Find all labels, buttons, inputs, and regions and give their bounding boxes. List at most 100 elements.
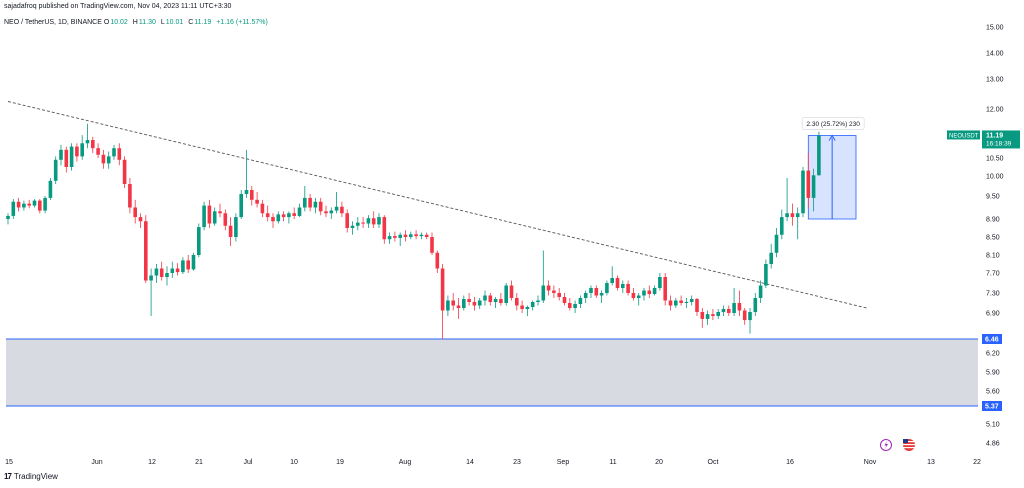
flag-stripe	[903, 441, 915, 443]
candle-body	[329, 210, 334, 214]
candle-body	[817, 135, 821, 176]
price-tick-label: 10.00	[986, 174, 1004, 181]
candle-body	[382, 217, 387, 240]
candle-body	[101, 154, 106, 164]
candle-body	[85, 140, 90, 144]
ohlc-close-label: C	[188, 19, 194, 26]
candle-body	[568, 303, 572, 308]
candle-body	[700, 312, 705, 319]
price-change: +1.16 (+11.57%)	[216, 19, 268, 26]
candle-body	[520, 305, 524, 309]
candle-body	[218, 211, 222, 214]
last-price-value: 11.19	[986, 132, 1003, 139]
candle-body	[414, 234, 418, 237]
flag-stripe	[903, 447, 915, 449]
candle-body	[732, 303, 736, 313]
candle-body	[440, 268, 445, 311]
candle-body	[477, 300, 482, 306]
candle-body	[159, 268, 164, 277]
measure-arrow-head-icon	[828, 134, 836, 141]
candle-body	[605, 283, 609, 293]
last-price-badge	[982, 130, 1020, 149]
candle-body	[424, 234, 429, 237]
time-tick-label: Sep	[557, 459, 570, 466]
candle-body	[324, 211, 328, 214]
candle-body	[197, 227, 201, 255]
candle-body	[515, 298, 519, 306]
candle-body	[43, 197, 47, 211]
time-tick-label: Aug	[399, 459, 412, 466]
candle-body	[456, 305, 461, 308]
candle-body	[525, 307, 530, 309]
candle-body	[149, 275, 153, 281]
price-tick-label: 9.50	[986, 194, 1000, 201]
candle-body	[181, 260, 185, 273]
time-tick-label: 11	[609, 459, 616, 466]
candle-body	[356, 222, 360, 226]
candle-body	[53, 159, 58, 181]
candle-body	[499, 299, 503, 303]
ohlc-high-value: 11.30	[138, 19, 156, 26]
symbol-tag: NEOUSDT	[949, 133, 979, 139]
candle-body	[742, 310, 747, 321]
candle-body	[668, 300, 673, 306]
price-tick-label: 12.00	[986, 107, 1004, 114]
candle-body	[96, 148, 100, 155]
candle-body	[318, 201, 323, 212]
candle-body	[774, 234, 779, 253]
candle-body	[308, 197, 312, 208]
candle-body	[599, 293, 604, 296]
candle-body	[128, 184, 132, 208]
price-tick-label: 6.20	[986, 351, 1000, 358]
candle-body	[467, 299, 471, 302]
candle-body	[271, 217, 275, 222]
countdown-timer: 16:18:39	[986, 140, 1012, 147]
candle-body	[753, 298, 758, 312]
price-tick-label: 5.60	[986, 389, 1000, 396]
time-tick-label: 15	[5, 459, 13, 466]
candle-body	[562, 297, 567, 303]
candle-body	[292, 213, 296, 216]
candle-body	[340, 206, 344, 214]
candle-body	[689, 299, 694, 302]
candle-body	[281, 214, 286, 218]
price-tick-label: 8.10	[986, 253, 1000, 260]
candle-body	[265, 213, 270, 218]
candle-body	[377, 217, 381, 225]
candle-body	[806, 170, 811, 198]
tradingview-logo-icon: 17	[4, 472, 12, 481]
price-tick-label: 7.30	[986, 291, 1000, 298]
candle-body	[785, 213, 789, 218]
candle-body	[186, 260, 190, 270]
time-tick-label: 16	[786, 459, 794, 466]
candle-body	[260, 203, 265, 214]
candle-body	[552, 290, 556, 293]
zone-price-badge	[982, 401, 1002, 411]
candle-body	[75, 146, 79, 157]
candle-body	[483, 295, 487, 301]
candle-body	[642, 290, 646, 296]
zone-price-value: 6.46	[985, 337, 999, 344]
candle-body	[488, 295, 493, 302]
candle-body	[780, 217, 784, 235]
price-tick-label: 15.00	[986, 25, 1004, 32]
candle-body	[430, 237, 434, 253]
candle-body	[48, 180, 53, 198]
ohlc-open-label: O	[103, 19, 110, 26]
candle-body	[32, 200, 37, 206]
candle-body	[721, 309, 726, 312]
candle-body	[795, 213, 800, 218]
candle-body	[202, 205, 206, 228]
candle-body	[705, 314, 710, 319]
candle-body	[91, 140, 95, 149]
candle-body	[22, 203, 26, 208]
candle-body	[144, 221, 148, 281]
candle-body	[154, 268, 159, 276]
candle-body	[287, 213, 291, 218]
candle-body	[711, 314, 715, 316]
candle-body	[451, 300, 455, 306]
candle-body	[652, 288, 657, 294]
candle-body	[610, 278, 614, 283]
brand-name: TradingView	[13, 472, 58, 481]
